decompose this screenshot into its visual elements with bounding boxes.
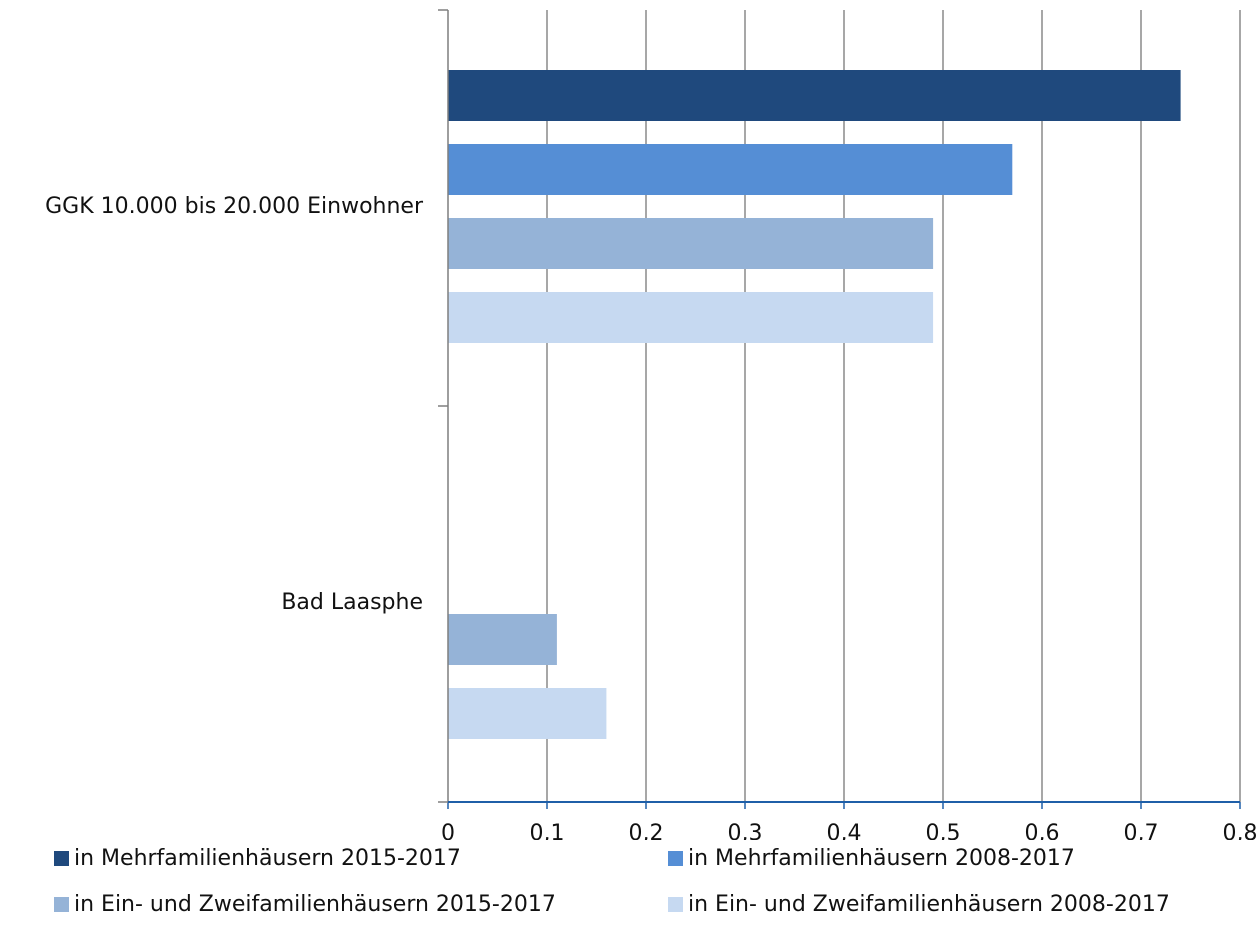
x-tick-label-3: 0,3	[728, 821, 763, 840]
bar-chart: 0 0,1 0,2 0,3 0,4 0,5 0,6 0,7 0,8 GGK 10.000 bis …	[45, 9, 1258, 840]
legend-item-1: in Mehrfamilienhäusern 2008-2017	[668, 846, 1075, 871]
legend-swatch-1	[668, 851, 683, 866]
legend-item-0: in Mehrfamilienhäusern 2015-2017	[54, 846, 461, 871]
legend-label-3: in Ein- und Zweifamilienhäusern 2008-201…	[688, 892, 1170, 917]
category-label-0: GGK 10.000 bis 20.000 Einwohner	[45, 194, 424, 219]
axes	[438, 9, 1241, 809]
bar-1-2	[448, 614, 557, 665]
bar-0-3	[448, 292, 934, 343]
x-tick-label-6: 0,6	[1025, 821, 1060, 840]
legend-label-1: in Mehrfamilienhäusern 2008-2017	[688, 846, 1075, 871]
legend-swatch-0	[54, 851, 69, 866]
legend-swatch-2	[54, 897, 69, 912]
bars	[448, 70, 1181, 739]
bar-1-3	[448, 688, 607, 739]
x-tick-label-5: 0,5	[926, 821, 961, 840]
x-tick-label-0: 0	[441, 821, 455, 840]
legend-item-2: in Ein- und Zweifamilienhäusern 2015-201…	[54, 892, 556, 917]
legend-label-2: in Ein- und Zweifamilienhäusern 2015-201…	[74, 892, 556, 917]
x-tick-label-7: 0,7	[1124, 821, 1159, 840]
labels: 0 0,1 0,2 0,3 0,4 0,5 0,6 0,7 0,8 GGK 10.000 bis …	[45, 194, 1257, 840]
bar-0-0	[448, 70, 1181, 121]
legend-label-0: in Mehrfamilienhäusern 2015-2017	[74, 846, 461, 871]
gridlines	[546, 10, 1241, 802]
x-tick-label-1: 0,1	[530, 821, 565, 840]
x-tick-label-4: 0,4	[827, 821, 862, 840]
bar-0-1	[448, 144, 1013, 195]
x-tick-label-8: 0,8	[1223, 821, 1258, 840]
legend-item-3: in Ein- und Zweifamilienhäusern 2008-201…	[668, 892, 1170, 917]
bar-0-2	[448, 218, 934, 269]
category-label-1: Bad Laasphe	[281, 590, 423, 615]
legend-swatch-3	[668, 897, 683, 912]
x-tick-label-2: 0,2	[629, 821, 664, 840]
